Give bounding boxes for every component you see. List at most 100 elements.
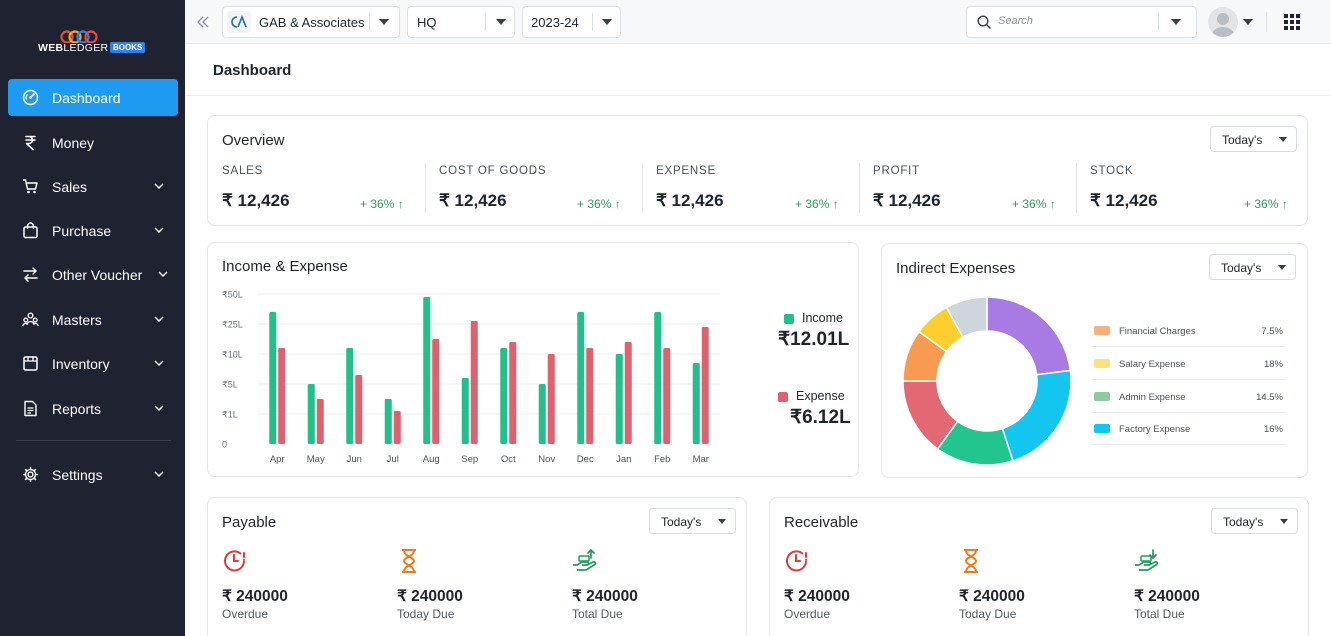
search-icon — [977, 15, 991, 29]
receivable-overdue[interactable]: ₹ 240000 Overdue — [784, 548, 934, 623]
income-expense-card: Income & Expense ₹50L ₹25L ₹10L ₹5L ₹1L 0 Apr M… — [207, 242, 859, 477]
expense-bar — [663, 348, 671, 444]
legend-income-swatch — [784, 314, 794, 324]
app-logo[interactable]: WEBLEDGER BOOKS — [38, 30, 153, 56]
search-box[interactable] — [966, 6, 1197, 38]
period-label: Today's — [1222, 133, 1263, 147]
hourglass-icon — [964, 549, 978, 573]
overview-item-sales[interactable]: SALES ₹ 12,426 + 36% ↑ — [208, 161, 425, 213]
legend-name: Admin Expense — [1119, 392, 1186, 403]
donut-slice — [1001, 369, 1072, 462]
legend-income-name: Income — [802, 311, 843, 325]
payable-period-select[interactable]: Today's — [649, 508, 736, 534]
overview-item-profit[interactable]: PROFIT ₹ 12,426 + 36% ↑ — [859, 161, 1076, 213]
payable-amount: ₹ 240000 — [397, 588, 463, 605]
select-separator — [369, 13, 370, 31]
legend-expense-swatch — [778, 392, 788, 402]
branch-select[interactable]: HQ — [407, 6, 515, 38]
topbar-separator — [1266, 12, 1267, 32]
avatar[interactable] — [1208, 7, 1238, 37]
chevron-down-icon — [154, 360, 164, 367]
legend-swatch — [1094, 424, 1110, 433]
indirect-expenses-donut — [902, 296, 1072, 466]
indirect-expenses-period-select[interactable]: Today's — [1209, 254, 1296, 280]
indirect-expenses-card: Indirect Expenses Today's Financial Char… — [881, 243, 1308, 478]
search-input[interactable] — [998, 15, 1148, 27]
receivable-card: Receivable Today's ₹ 240000 Overdue ₹ 24… — [769, 497, 1309, 636]
sidebar-item-inventory[interactable]: Inventory — [8, 345, 178, 382]
y-tick-label: ₹1L — [222, 410, 238, 420]
overview-change: + 36% ↑ — [795, 197, 839, 211]
overview-change: + 36% ↑ — [360, 197, 404, 211]
receivable-total-due[interactable]: ₹ 240000 Total Due — [1134, 548, 1284, 623]
caret-down-icon — [1280, 519, 1288, 524]
branch-name: HQ — [417, 15, 437, 30]
expense-bar — [586, 348, 594, 444]
select-separator — [592, 13, 593, 31]
receivable-title: Receivable — [784, 514, 859, 531]
overview-item-expense[interactable]: EXPENSE ₹ 12,426 + 36% ↑ — [642, 161, 859, 213]
overview-label: PROFIT — [873, 165, 920, 177]
expense-bar — [624, 342, 632, 444]
overview-period-select[interactable]: Today's — [1210, 126, 1297, 152]
overview-value: ₹ 12,426 — [656, 191, 724, 210]
payable-total-due[interactable]: ₹ 240000 Total Due — [572, 548, 722, 623]
top-bar: GAB & Associates HQ 2023-24 — [185, 0, 1331, 44]
legend-swatch — [1094, 326, 1110, 335]
logo-mark-icon — [60, 30, 98, 43]
sidebar-item-other-voucher[interactable]: Other Voucher — [8, 256, 178, 293]
sidebar-item-masters[interactable]: Masters — [8, 301, 178, 338]
rupee-icon — [25, 135, 36, 151]
caret-down-icon[interactable] — [1171, 19, 1181, 25]
sidebar-item-money[interactable]: Money — [8, 124, 178, 161]
expense-bar — [432, 339, 440, 444]
receivable-period-select[interactable]: Today's — [1211, 508, 1298, 534]
payable-amount: ₹ 240000 — [572, 588, 638, 605]
report-icon — [24, 400, 37, 417]
expense-bar — [470, 321, 478, 444]
income-bar — [269, 312, 277, 444]
legend-income-value: ₹12.01L — [778, 329, 850, 350]
collapse-sidebar-icon[interactable] — [195, 14, 211, 30]
sidebar-item-dashboard[interactable]: Dashboard — [8, 79, 178, 116]
logo-word-thin: LEDGER — [63, 42, 109, 54]
gear-icon — [22, 466, 39, 483]
overview-card: Overview Today's SALES ₹ 12,426 + 36% ↑ … — [207, 115, 1308, 226]
sidebar-item-label: Money — [52, 135, 95, 151]
x-tick-label: Feb — [654, 454, 670, 465]
x-tick-label: Mar — [693, 454, 709, 465]
financial-year-select[interactable]: 2023-24 — [522, 6, 621, 38]
legend-pct: 18% — [1263, 359, 1283, 370]
caret-down-icon[interactable] — [1243, 19, 1253, 25]
income-bar — [423, 297, 431, 444]
sidebar-item-sales[interactable]: Sales — [8, 168, 178, 205]
receivable-today-due[interactable]: ₹ 240000 Today Due — [959, 548, 1109, 623]
payable-today-due[interactable]: ₹ 240000 Today Due — [397, 548, 547, 623]
expense-bar — [278, 348, 286, 444]
apps-grid-icon[interactable] — [1284, 14, 1300, 30]
payable-overdue[interactable]: ₹ 240000 Overdue — [222, 548, 372, 623]
financial-year: 2023-24 — [531, 15, 579, 30]
x-tick-label: Jan — [616, 454, 631, 465]
x-tick-label: Dec — [577, 454, 594, 465]
legend-expense-value: ₹6.12L — [790, 407, 851, 428]
payable-label: Total Due — [572, 607, 623, 621]
sidebar-item-purchase[interactable]: Purchase — [8, 212, 178, 249]
sidebar-item-reports[interactable]: Reports — [8, 390, 178, 427]
receivable-label: Overdue — [784, 607, 831, 621]
sidebar-item-settings[interactable]: Settings — [8, 456, 178, 493]
overview-item-stock[interactable]: STOCK ₹ 12,426 + 36% ↑ — [1076, 161, 1293, 213]
overview-label: COST OF GOODS — [439, 165, 547, 177]
company-select[interactable]: GAB & Associates — [222, 6, 400, 38]
x-tick-label: May — [307, 454, 325, 465]
chevron-down-icon — [154, 471, 164, 478]
payable-label: Today Due — [397, 607, 455, 621]
legend-row: Factory Expense 16% — [1092, 412, 1285, 445]
expense-bar — [509, 342, 517, 444]
income-bar — [500, 348, 508, 444]
receivable-amount: ₹ 240000 — [959, 588, 1025, 605]
period-label: Today's — [1221, 261, 1262, 275]
income-expense-chart: ₹50L ₹25L ₹10L ₹5L ₹1L 0 Apr May Jun Jul Aug Sep Oct… — [222, 290, 720, 465]
overview-item-cost-of-goods[interactable]: COST OF GOODS ₹ 12,426 + 36% ↑ — [425, 161, 642, 213]
period-label: Today's — [661, 515, 702, 529]
